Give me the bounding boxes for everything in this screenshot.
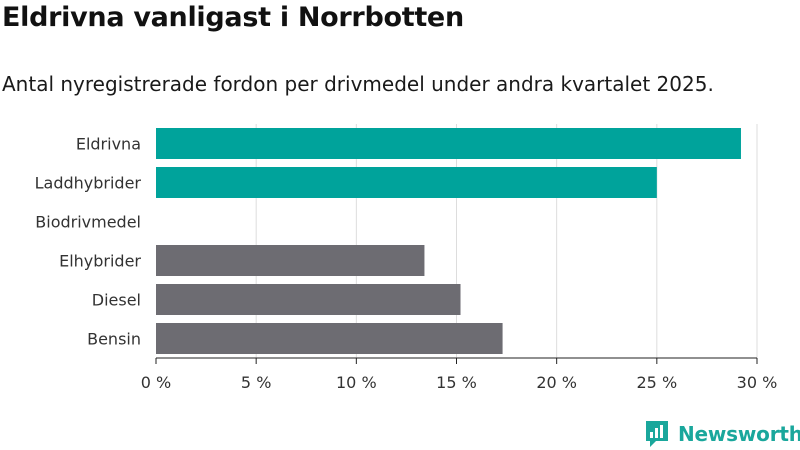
x-tick-label: 30 % xyxy=(737,373,778,392)
x-tick-label: 25 % xyxy=(637,373,678,392)
bar xyxy=(156,284,461,315)
x-tick-label: 20 % xyxy=(536,373,577,392)
brand-logo: Newsworthy xyxy=(644,420,800,448)
bar xyxy=(156,128,741,159)
chart-title: Eldrivna vanligast i Norrbotten xyxy=(2,2,464,33)
x-tick-label: 5 % xyxy=(241,373,271,392)
category-label: Elhybrider xyxy=(59,252,141,271)
newsworthy-logo-icon xyxy=(646,421,668,447)
brand-name: Newsworthy xyxy=(678,422,800,446)
x-tick-label: 0 % xyxy=(141,373,171,392)
x-tick-label: 10 % xyxy=(336,373,377,392)
category-label: Bensin xyxy=(87,330,141,349)
category-label: Eldrivna xyxy=(76,135,141,154)
category-label: Laddhybrider xyxy=(35,174,142,193)
bar xyxy=(156,245,425,276)
category-label: Diesel xyxy=(92,291,141,310)
bar xyxy=(156,323,503,354)
chart-subtitle: Antal nyregistrerade fordon per drivmede… xyxy=(2,72,714,96)
x-tick-label: 15 % xyxy=(436,373,477,392)
category-label: Biodrivmedel xyxy=(35,213,141,232)
bar-chart: Eldrivna Laddhybrider Biodrivmedel Elhybrid… xyxy=(35,124,778,392)
bar xyxy=(156,167,657,198)
